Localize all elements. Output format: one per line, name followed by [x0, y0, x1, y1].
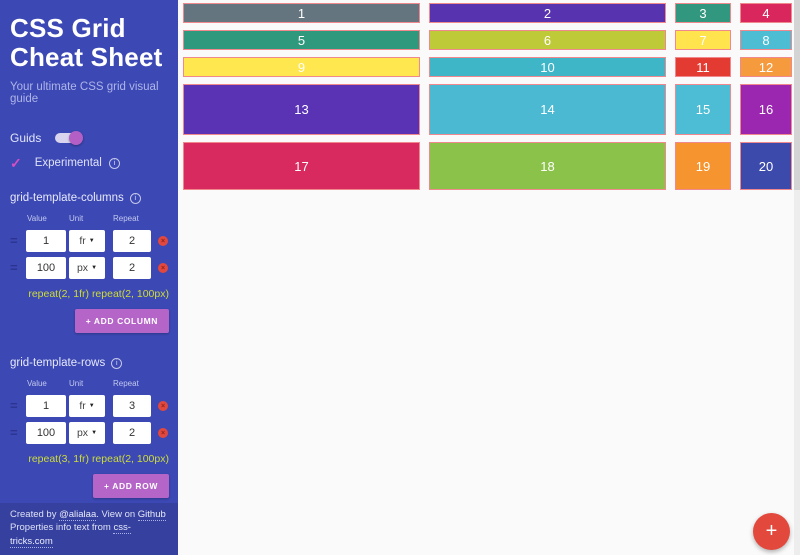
page-subtitle: Your ultimate CSS grid visual guide	[10, 81, 159, 106]
grid-template-rows-section: grid-template-rows i Value Unit Repeat =…	[10, 357, 169, 499]
github-link[interactable]: Github	[137, 508, 166, 521]
delete-row-icon[interactable]: ×	[158, 401, 168, 412]
header-repeat: Repeat	[113, 214, 139, 224]
grid-cell-17: 17	[183, 142, 420, 190]
unit-select-value: px	[76, 427, 89, 440]
info-icon[interactable]: i	[108, 157, 120, 169]
add-item-fab-button[interactable]: +	[753, 513, 790, 550]
grid-cell-2: 2	[429, 3, 666, 23]
toggle-knob-icon	[69, 131, 84, 146]
row-track-row-2: = px ▼ ×	[10, 422, 169, 445]
delete-column-icon[interactable]: ×	[158, 263, 168, 274]
row-unit-select[interactable]: px ▼	[69, 422, 105, 445]
delete-column-icon[interactable]: ×	[158, 236, 168, 247]
sidebar: CSS Grid Cheat Sheet Your ultimate CSS g…	[0, 0, 178, 555]
row-unit-select[interactable]: fr ▼	[69, 395, 105, 418]
add-row-button[interactable]: + ADD ROW	[93, 474, 169, 499]
unit-select-value: fr	[79, 400, 86, 413]
row-repeat-input[interactable]	[113, 422, 151, 445]
toggle-track	[55, 133, 82, 144]
drag-handle-icon[interactable]: =	[10, 398, 18, 414]
grid-template-rows-label: grid-template-rows	[10, 357, 106, 370]
header-repeat: Repeat	[113, 379, 139, 389]
grid-template-columns-label: grid-template-columns	[10, 192, 124, 205]
grid-cell-18: 18	[429, 142, 666, 190]
page-title-line1: CSS Grid	[10, 13, 126, 43]
column-track-row-2: = px ▼ ×	[10, 257, 169, 280]
credits-line: Created by @alialaa. View on Github	[10, 508, 166, 521]
column-unit-select[interactable]: px ▼	[69, 257, 105, 280]
grid-template-columns-section: grid-template-columns i Value Unit Repea…	[10, 192, 169, 334]
drag-handle-icon[interactable]: =	[10, 260, 18, 276]
page-title-line2: Cheat Sheet	[10, 42, 163, 73]
row-value-input[interactable]	[26, 422, 66, 445]
grid-cell-16: 16	[740, 84, 792, 135]
guides-row: Guids	[10, 131, 169, 146]
column-headers: Value Unit Repeat	[10, 214, 169, 225]
scrollbar-thumb[interactable]	[794, 0, 800, 190]
column-unit-select[interactable]: fr ▼	[69, 230, 105, 253]
chevron-down-icon: ▼	[88, 403, 95, 410]
row-repeat-input[interactable]	[113, 395, 151, 418]
grid-cell-8: 8	[740, 30, 792, 50]
unit-select-value: px	[76, 262, 89, 275]
grid-cell-13: 13	[183, 84, 420, 135]
columns-repeat-result: repeat(2, 1fr) repeat(2, 100px)	[28, 288, 169, 301]
css-tricks-link[interactable]: css-tricks.com	[10, 522, 131, 549]
column-track-row-1: = fr ▼ ×	[10, 230, 169, 253]
page-title: CSS Grid Cheat Sheet	[10, 13, 169, 73]
grid-preview-area: 1 2 3 4 5 6 7 8 9 10 11 12 13 14 15 16 17 18 19 20 +	[178, 0, 800, 555]
column-repeat-input[interactable]	[113, 230, 151, 253]
chevron-down-icon: ▼	[88, 238, 95, 245]
column-headers: Value Unit Repeat	[10, 379, 169, 390]
grid-cell-12: 12	[740, 57, 792, 77]
guides-toggle[interactable]	[55, 131, 84, 146]
experimental-label: Experimental	[34, 157, 102, 170]
grid-cell-9: 9	[183, 57, 420, 77]
grid-cell-4: 4	[740, 3, 792, 23]
drag-handle-icon[interactable]: =	[10, 425, 18, 441]
unit-select-value: fr	[79, 235, 86, 248]
grid-preview: 1 2 3 4 5 6 7 8 9 10 11 12 13 14 15 16 17 18 19 20	[183, 3, 792, 190]
scrollbar[interactable]	[794, 0, 800, 555]
add-column-button[interactable]: + ADD COLUMN	[74, 309, 169, 334]
drag-handle-icon[interactable]: =	[10, 233, 18, 249]
grid-cell-1: 1	[183, 3, 420, 23]
column-value-input[interactable]	[26, 230, 66, 253]
author-link[interactable]: @alialaa	[59, 508, 97, 521]
info-icon[interactable]: i	[111, 357, 123, 369]
properties-credit-line: Properties info text from css-tricks.com	[10, 522, 131, 549]
header-unit: Unit	[69, 379, 84, 389]
row-value-input[interactable]	[26, 395, 66, 418]
grid-cell-15: 15	[675, 84, 731, 135]
header-value: Value	[27, 214, 47, 224]
experimental-row: ✓ Experimental i	[10, 156, 169, 170]
chevron-down-icon: ▼	[91, 430, 98, 437]
info-icon[interactable]: i	[129, 192, 141, 204]
column-value-input[interactable]	[26, 257, 66, 280]
grid-cell-6: 6	[429, 30, 666, 50]
rows-repeat-result: repeat(3, 1fr) repeat(2, 100px)	[28, 453, 169, 466]
chevron-down-icon: ▼	[91, 265, 98, 272]
grid-cell-20: 20	[740, 142, 792, 190]
grid-cell-19: 19	[675, 142, 731, 190]
grid-cell-10: 10	[429, 57, 666, 77]
sidebar-footer: Created by @alialaa. View on Github Prop…	[0, 502, 178, 555]
grid-cell-3: 3	[675, 3, 731, 23]
header-unit: Unit	[69, 214, 84, 224]
grid-cell-14: 14	[429, 84, 666, 135]
delete-row-icon[interactable]: ×	[158, 428, 168, 439]
guides-label: Guids	[10, 131, 42, 146]
header-value: Value	[27, 379, 47, 389]
row-track-row-1: = fr ▼ ×	[10, 395, 169, 418]
check-icon[interactable]: ✓	[10, 155, 22, 172]
column-repeat-input[interactable]	[113, 257, 151, 280]
grid-cell-5: 5	[183, 30, 420, 50]
grid-cell-7: 7	[675, 30, 731, 50]
grid-cell-11: 11	[675, 57, 731, 77]
